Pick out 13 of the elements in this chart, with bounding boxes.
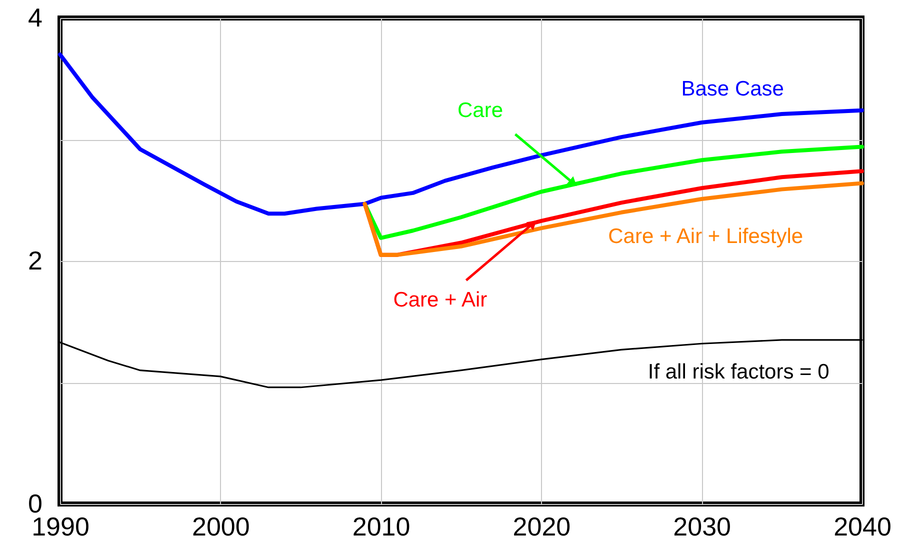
- annotation: Care + Air + Lifestyle: [608, 225, 804, 248]
- y-tick-label: 4: [28, 2, 42, 32]
- x-tick-label: 2030: [673, 512, 732, 542]
- x-tick-label: 2010: [352, 512, 410, 542]
- annotation: Care: [458, 99, 504, 122]
- annotation: If all risk factors = 0: [648, 360, 830, 384]
- annotation: Base Case: [681, 77, 784, 100]
- y-tick-label: 2: [28, 246, 42, 276]
- annotation: Care + Air: [393, 288, 488, 312]
- x-tick-label: 2020: [512, 512, 571, 542]
- x-tick-label: 2040: [834, 512, 892, 542]
- line-series: [58, 52, 864, 216]
- x-tick-label: 2000: [192, 512, 250, 542]
